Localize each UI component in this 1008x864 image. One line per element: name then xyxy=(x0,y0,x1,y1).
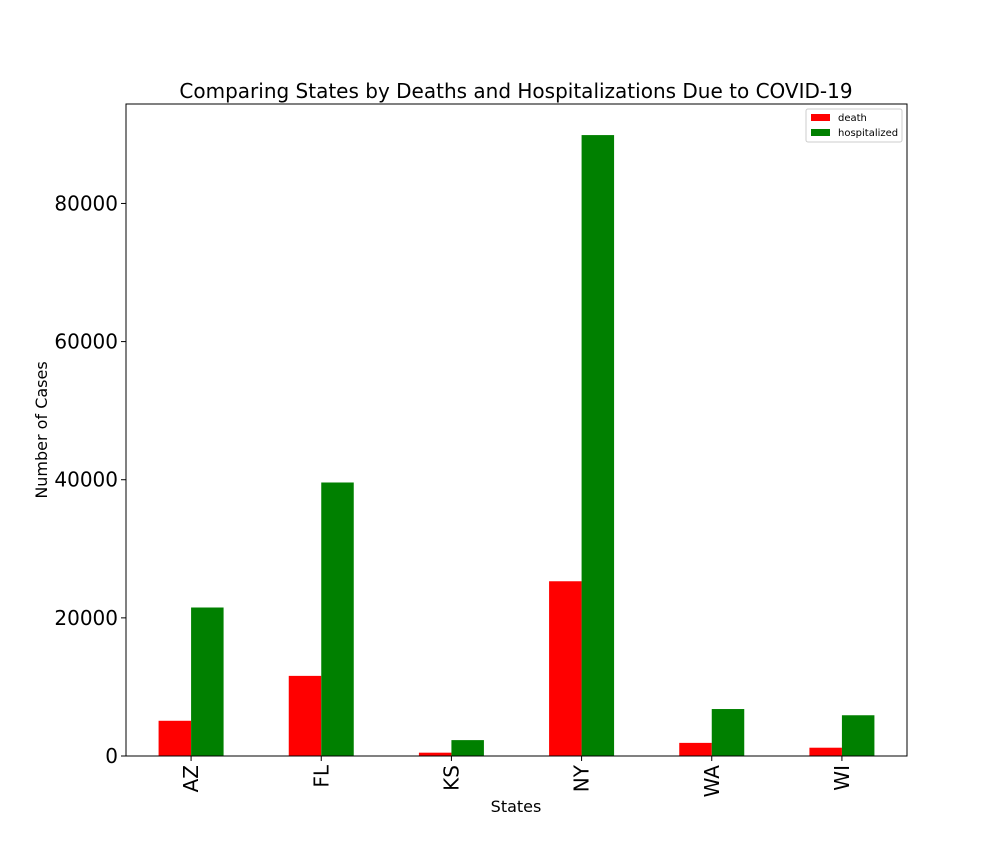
bar-death-AZ xyxy=(158,720,192,756)
bar-death-FL xyxy=(288,675,322,756)
legend-swatch-death xyxy=(811,114,830,121)
y-tick-label: 80000 xyxy=(54,191,118,215)
bar-death-NY xyxy=(549,581,582,756)
bar-death-KS xyxy=(418,752,452,756)
y-tick-label: 20000 xyxy=(54,606,118,630)
bar-hospitalized-KS xyxy=(451,740,484,756)
bar-hospitalized-NY xyxy=(581,135,615,756)
y-tick-label: 40000 xyxy=(54,468,118,492)
bar-hospitalized-WA xyxy=(711,709,745,756)
x-tick-label: FL xyxy=(309,764,333,788)
bar-hospitalized-WI xyxy=(841,715,875,756)
legend-label-hospitalized: hospitalized xyxy=(838,128,898,139)
chart-title: Comparing States by Deaths and Hospitali… xyxy=(179,79,852,103)
legend: death hospitalized xyxy=(805,108,903,143)
y-tick-label: 0 xyxy=(105,744,118,768)
bar-death-WA xyxy=(679,742,712,756)
legend-swatch-hospitalized xyxy=(811,129,830,136)
bars-group xyxy=(158,135,875,756)
legend-label-death: death xyxy=(838,113,867,124)
x-tick-label: WA xyxy=(700,765,724,798)
y-axis-title: Number of Cases xyxy=(32,361,51,498)
x-tick-label: NY xyxy=(570,764,594,792)
x-tick-label: KS xyxy=(439,765,463,791)
x-tick-label: AZ xyxy=(179,765,203,792)
x-axis-title: States xyxy=(491,797,542,816)
x-tick-label: WI xyxy=(830,765,854,791)
bar-hospitalized-AZ xyxy=(191,607,224,756)
bar-death-WI xyxy=(809,747,842,756)
y-tick-label: 60000 xyxy=(54,330,118,354)
x-axis: AZ FL KS NY WA WI xyxy=(179,756,854,797)
bar-hospitalized-FL xyxy=(321,482,354,756)
plot-frame xyxy=(125,103,908,757)
y-axis: 0 20000 40000 60000 80000 xyxy=(54,191,126,768)
